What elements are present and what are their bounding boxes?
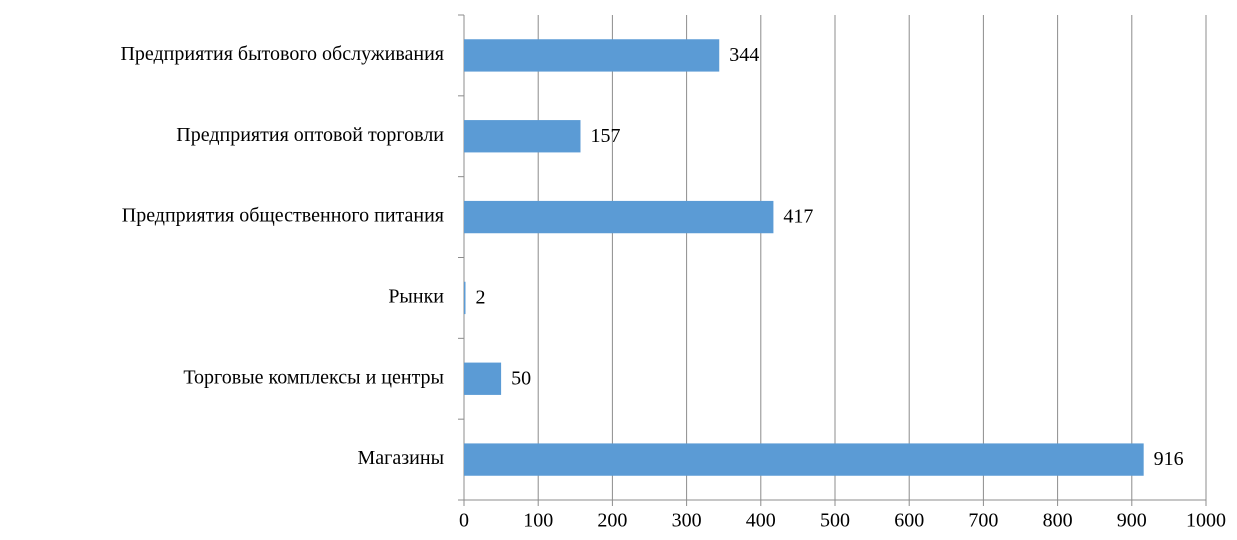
x-tick-label: 0 bbox=[459, 510, 469, 532]
y-tick-label: Рынки bbox=[388, 286, 444, 308]
y-tick-label: Торговые комплексы и центры bbox=[183, 366, 444, 388]
x-tick-label: 700 bbox=[968, 510, 998, 532]
x-tick-label: 500 bbox=[820, 510, 850, 532]
x-tick-label: 100 bbox=[523, 510, 553, 532]
x-tick-label: 800 bbox=[1043, 510, 1073, 532]
bar bbox=[464, 200, 774, 234]
data-label: 157 bbox=[590, 125, 620, 147]
data-label: 916 bbox=[1154, 448, 1184, 470]
y-tick-label: Предприятия оптовой торговли bbox=[176, 124, 444, 146]
x-tick-label: 200 bbox=[597, 510, 627, 532]
x-tick-label: 900 bbox=[1117, 510, 1147, 532]
data-label: 2 bbox=[475, 287, 485, 309]
y-tick-label: Магазины bbox=[358, 447, 444, 469]
data-label: 344 bbox=[729, 44, 759, 66]
x-tick-label: 400 bbox=[746, 510, 776, 532]
x-tick-label: 1000 bbox=[1186, 510, 1226, 532]
data-label: 417 bbox=[783, 206, 813, 228]
bar bbox=[464, 281, 466, 315]
bar bbox=[464, 443, 1144, 476]
x-tick-label: 600 bbox=[894, 510, 924, 532]
y-tick-label: Предприятия бытового обслуживания bbox=[120, 43, 444, 65]
x-tick-label: 300 bbox=[672, 510, 702, 532]
bar bbox=[464, 362, 502, 395]
bar bbox=[464, 120, 581, 153]
data-label: 50 bbox=[511, 367, 531, 389]
y-tick-label: Предприятия общественного питания bbox=[122, 205, 444, 227]
bar bbox=[464, 39, 720, 72]
